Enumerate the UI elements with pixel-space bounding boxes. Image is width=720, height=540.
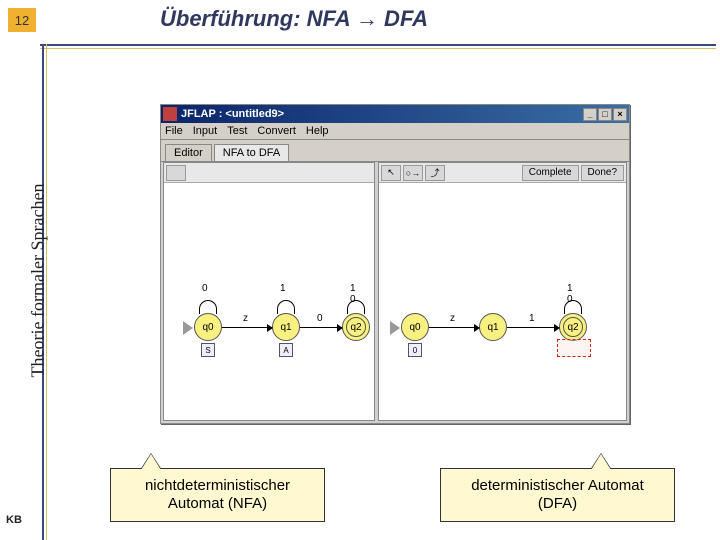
complete-button[interactable]: Complete: [522, 165, 579, 181]
callout-nfa-text: nichtdeterministischerAutomat (NFA): [145, 477, 290, 512]
window-title: JFLAP : <untitled9>: [181, 108, 284, 120]
window-titlebar[interactable]: JFLAP : <untitled9> _ □ ×: [161, 105, 629, 123]
state-tag: S: [201, 343, 215, 357]
nfa-toolbar: [164, 163, 374, 183]
menu-test[interactable]: Test: [227, 125, 247, 137]
state-q1[interactable]: q1: [272, 313, 300, 341]
callout-pointer-icon: [591, 454, 611, 470]
jflap-logo-icon: [163, 107, 177, 121]
done-button[interactable]: Done?: [581, 165, 624, 181]
arrowhead-icon: [474, 324, 480, 332]
state-q2[interactable]: q2: [342, 313, 370, 341]
highlight-box: [557, 339, 591, 357]
menu-input[interactable]: Input: [193, 125, 217, 137]
callout-dfa-text: deterministischer Automat(DFA): [471, 477, 644, 512]
tab-editor[interactable]: Editor: [165, 144, 212, 161]
author-tag: KB: [6, 514, 22, 526]
edge-label: 10: [350, 283, 356, 305]
close-button[interactable]: ×: [613, 108, 627, 121]
state-q2[interactable]: q2: [559, 313, 587, 341]
rule-blue-h: [40, 44, 716, 46]
rule-gold-h: [40, 48, 716, 49]
tab-nfa-to-dfa[interactable]: NFA to DFA: [214, 144, 289, 161]
self-loop-q0: [199, 300, 217, 314]
dfa-pane: ↖ ○→ ⤴ Complete Done? q0 0 q1 q2 z 1 10: [378, 162, 627, 421]
dfa-toolbar: ↖ ○→ ⤴ Complete Done?: [379, 163, 626, 183]
slide-number-badge: 12: [8, 8, 36, 32]
expand-state-tool-icon[interactable]: ○→: [403, 165, 423, 181]
callout-pointer-icon: [141, 454, 161, 470]
edge-label: 0: [202, 283, 208, 294]
edge-label: 1: [280, 283, 286, 294]
nfa-tool-icon[interactable]: [166, 165, 186, 181]
menu-convert[interactable]: Convert: [257, 125, 296, 137]
jflap-window: JFLAP : <untitled9> _ □ × File Input Tes…: [160, 104, 630, 424]
edge-q0-q1: [222, 327, 272, 328]
edge-label: 10: [567, 283, 573, 305]
menu-help[interactable]: Help: [306, 125, 329, 137]
self-loop-q1: [277, 300, 295, 314]
cursor-tool-icon[interactable]: ↖: [381, 165, 401, 181]
nfa-pane: q0 Sq1 Aq2 z 0 0 1 10: [163, 162, 375, 421]
state-tag: A: [279, 343, 293, 357]
slide-header: 12 Überführung: NFA → DFA: [0, 0, 720, 44]
state-q1[interactable]: q1: [479, 313, 507, 341]
split-panes: q0 Sq1 Aq2 z 0 0 1 10 ↖ ○→ ⤴ Complete Done? q0 0…: [163, 162, 627, 421]
state-q0[interactable]: q0: [401, 313, 429, 341]
window-menubar: File Input Test Convert Help: [161, 123, 629, 140]
arrowhead-icon: [337, 324, 343, 332]
callout-nfa: nichtdeterministischerAutomat (NFA): [110, 468, 325, 522]
vertical-side-label: Theorie formaler Sprachen: [28, 171, 49, 391]
menu-file[interactable]: File: [165, 125, 183, 137]
edge-q1-q2: [300, 327, 342, 328]
edge-label: z: [450, 313, 455, 324]
window-tabbar: Editor NFA to DFA: [161, 140, 629, 162]
maximize-button[interactable]: □: [598, 108, 612, 121]
edge-label: 1: [529, 313, 535, 324]
edge-q1-q2: [507, 327, 559, 328]
dfa-canvas[interactable]: q0 0 q1 q2 z 1 10: [379, 183, 626, 420]
edge-label: z: [243, 313, 248, 324]
state-q0[interactable]: q0: [194, 313, 222, 341]
callout-dfa: deterministischer Automat(DFA): [440, 468, 675, 522]
nfa-canvas[interactable]: q0 Sq1 Aq2 z 0 0 1 10: [164, 183, 374, 420]
initial-arrow-icon: [183, 321, 193, 335]
arrowhead-icon: [267, 324, 273, 332]
initial-arrow-icon: [390, 321, 400, 335]
minimize-button[interactable]: _: [583, 108, 597, 121]
expand-all-tool-icon[interactable]: ⤴: [425, 165, 445, 181]
edge-q0-q1: [429, 327, 479, 328]
edge-label: 0: [317, 313, 323, 324]
arrowhead-icon: [554, 324, 560, 332]
state-sublabel: 0: [408, 343, 422, 357]
slide-title: Überführung: NFA → DFA: [160, 6, 428, 32]
